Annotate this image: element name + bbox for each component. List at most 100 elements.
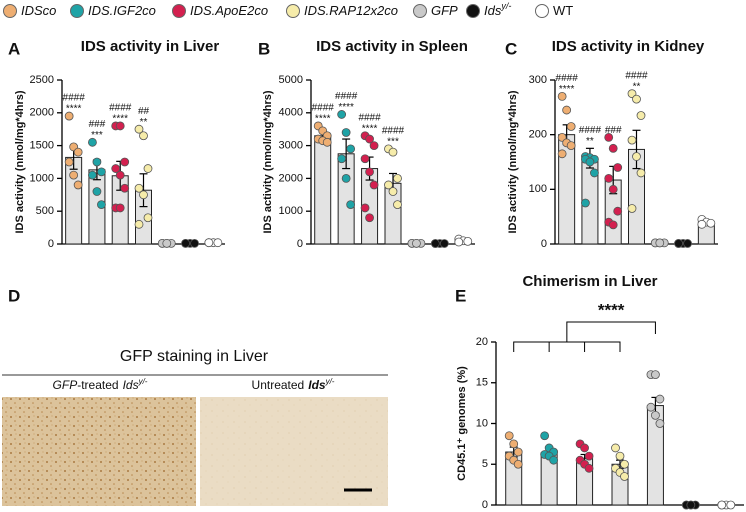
significance: *** <box>387 137 399 148</box>
data-point <box>566 122 576 131</box>
data-point <box>584 451 594 461</box>
legend-label: IDSco <box>21 3 56 18</box>
bar-chart: B IDS activity in Spleen IDS activity (nmo… <box>258 38 475 250</box>
data-point <box>134 183 144 193</box>
data-point <box>360 154 370 164</box>
bar <box>65 156 83 245</box>
legend-label: GFP <box>431 3 458 18</box>
y-tick-label: 5 <box>482 458 488 470</box>
significance: **** <box>362 123 378 134</box>
significance: **** <box>559 84 575 95</box>
data-point <box>97 200 106 210</box>
data-point <box>213 238 223 248</box>
data-point <box>615 451 625 461</box>
data-point <box>439 239 449 248</box>
data-point <box>365 167 374 177</box>
legend-text: IDS.IGF2co <box>88 3 156 18</box>
label-part: GFP <box>53 378 78 392</box>
label-part: y/- <box>138 377 148 386</box>
data-point <box>73 180 83 190</box>
y-axis-label: IDS activity (nmol/mg*4hrs) <box>507 90 519 233</box>
significance: #### <box>63 93 86 104</box>
data-point <box>632 94 641 104</box>
data-point <box>608 143 618 153</box>
label-part: y/- <box>325 377 335 386</box>
data-point <box>655 238 665 248</box>
data-point <box>566 141 576 151</box>
data-point <box>337 154 347 164</box>
bar-chart: C IDS activity in Kidney IDS activity (nmo… <box>505 38 718 250</box>
data-point <box>64 157 74 167</box>
data-point <box>111 164 121 173</box>
legend-text: WT <box>553 3 573 18</box>
significance: ** <box>633 81 641 92</box>
data-point <box>337 110 347 119</box>
legend-swatch <box>3 4 17 18</box>
data-point <box>139 190 148 200</box>
y-axis-label: IDS activity (nmol/mg*4hrs) <box>262 90 274 233</box>
data-point <box>341 128 351 137</box>
data-point <box>64 111 74 121</box>
data-point <box>412 238 421 248</box>
error-bar <box>139 173 148 208</box>
data-point <box>120 183 130 193</box>
data-point <box>509 439 519 449</box>
data-point <box>613 163 623 172</box>
data-point <box>562 105 572 115</box>
data-point <box>655 394 665 404</box>
micrograph <box>200 397 388 506</box>
significance: #### <box>579 125 602 136</box>
data-point <box>69 170 79 180</box>
bar-chart: A IDS activity in Liver IDS activity (nmol… <box>8 38 225 250</box>
data-point <box>393 200 402 210</box>
data-point <box>608 220 618 230</box>
data-point <box>430 239 440 248</box>
y-axis-label: CD45.1⁺ genomes (%) <box>456 366 468 481</box>
legend-label: Idsy/- <box>484 1 511 18</box>
chart-title: IDS activity in Kidney <box>552 38 705 55</box>
legend-swatch <box>172 4 186 18</box>
micrograph <box>2 397 196 506</box>
data-point <box>181 238 190 248</box>
data-point <box>604 132 614 142</box>
legend-text: IDSco <box>21 3 56 18</box>
data-point <box>627 204 637 213</box>
y-tick-label: 1000 <box>30 172 54 184</box>
significance: **** <box>315 114 331 125</box>
chart-title: IDS activity in Spleen <box>316 38 468 55</box>
significance: ** <box>140 117 148 128</box>
y-tick-label: 100 <box>529 183 547 195</box>
y-tick-label: 20 <box>476 336 488 348</box>
data-point <box>365 213 374 223</box>
significance: ** <box>586 136 594 147</box>
y-tick-label: 15 <box>476 377 488 389</box>
legend-label: WT <box>553 3 573 18</box>
panel-letter: A <box>8 39 20 58</box>
data-point <box>143 213 153 223</box>
data-point <box>115 170 125 180</box>
data-point <box>346 144 356 154</box>
data-point <box>369 180 379 190</box>
legend-text: IDS.RAP12x2co <box>304 3 398 18</box>
data-point <box>513 459 523 469</box>
data-point <box>341 173 351 183</box>
y-tick-label: 0 <box>297 238 303 250</box>
data-point <box>632 152 641 161</box>
data-point <box>454 237 464 247</box>
legend-swatch <box>466 4 480 18</box>
data-point <box>549 455 559 465</box>
data-point <box>162 238 172 248</box>
data-point <box>584 463 594 473</box>
data-point <box>557 149 567 159</box>
data-point <box>581 198 590 208</box>
y-tick-label: 2500 <box>30 74 54 86</box>
data-point <box>717 500 727 510</box>
data-point <box>646 402 656 412</box>
data-point <box>463 236 473 246</box>
data-point <box>134 124 144 134</box>
significance: #### <box>358 112 381 123</box>
data-point <box>190 238 199 248</box>
y-tick-label: 500 <box>36 205 54 217</box>
legend-text: Ids <box>484 3 502 18</box>
label-part: Untreated <box>252 378 305 392</box>
